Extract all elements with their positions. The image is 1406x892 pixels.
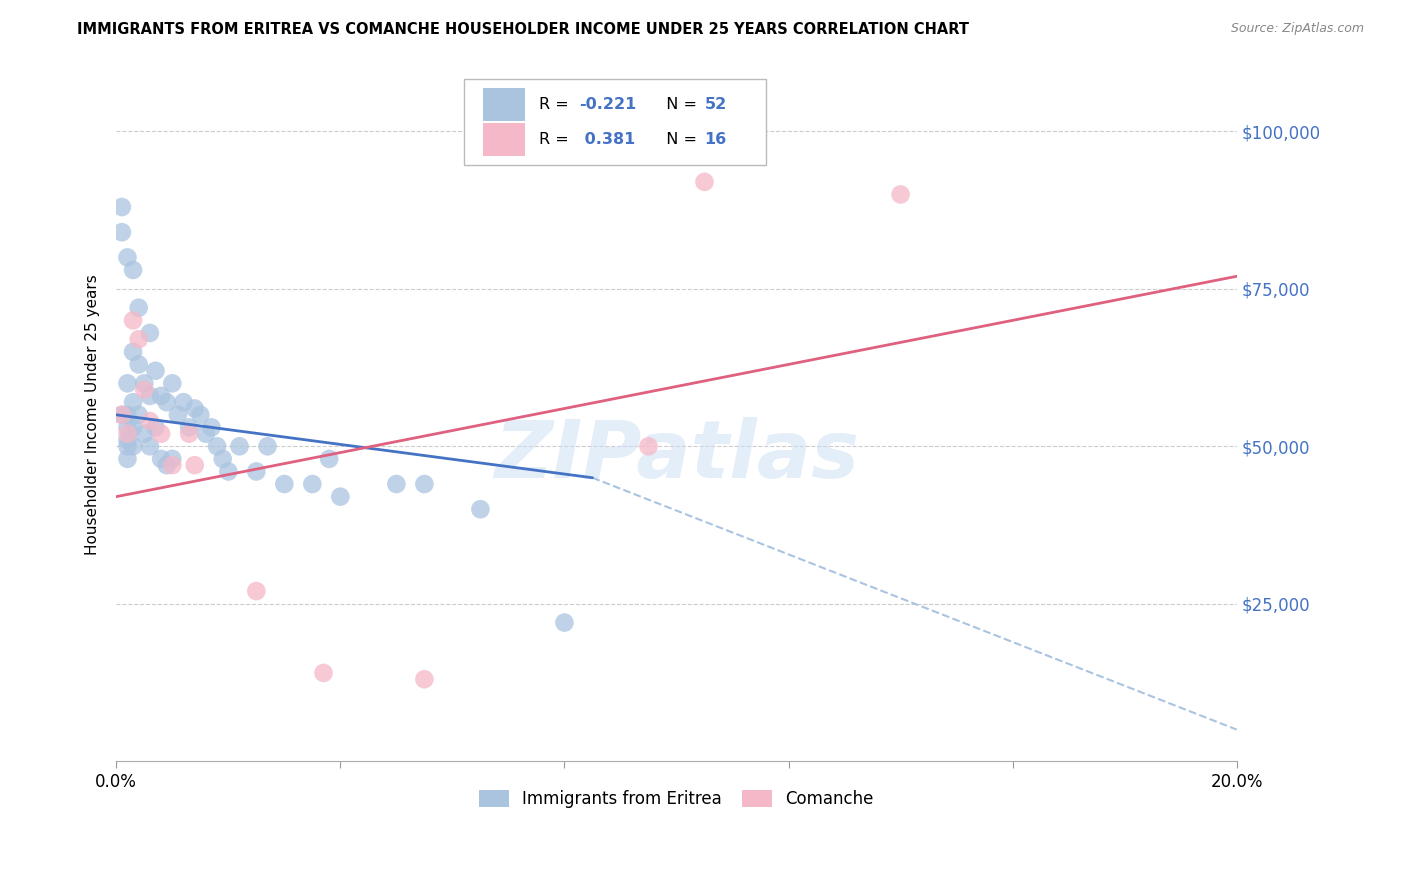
Point [156, 458, 179, 472]
Point [111, 408, 134, 422]
Bar [482, 88, 526, 121]
Point [245, 465, 267, 479]
Point [205, 439, 228, 453]
Point [145, 420, 167, 434]
Point [122, 395, 145, 409]
Y-axis label: Householder Income Under 25 years: Householder Income Under 25 years [86, 275, 100, 555]
Point [117, 426, 139, 441]
Point [134, 376, 156, 391]
Point [122, 313, 145, 327]
Text: IMMIGRANTS FROM ERITREA VS COMANCHE HOUSEHOLDER INCOME UNDER 25 YEARS CORRELATIO: IMMIGRANTS FROM ERITREA VS COMANCHE HOUS… [77, 22, 969, 37]
Point [117, 433, 139, 447]
Point [111, 225, 134, 239]
Point [150, 426, 173, 441]
Text: -0.221: -0.221 [579, 97, 637, 112]
Point [162, 451, 184, 466]
Point [128, 332, 150, 346]
Point [256, 439, 278, 453]
Point [890, 187, 912, 202]
FancyBboxPatch shape [464, 78, 766, 166]
Point [134, 426, 156, 441]
Point [111, 200, 134, 214]
Point [145, 364, 167, 378]
Point [111, 408, 134, 422]
Text: 0.381: 0.381 [579, 132, 636, 147]
Point [177, 420, 200, 434]
Text: R =: R = [538, 97, 574, 112]
Point [183, 401, 205, 416]
Point [217, 465, 239, 479]
Point [139, 439, 162, 453]
Point [162, 376, 184, 391]
Point [117, 376, 139, 391]
Text: Source: ZipAtlas.com: Source: ZipAtlas.com [1230, 22, 1364, 36]
Point [183, 458, 205, 472]
Point [177, 426, 200, 441]
Point [122, 420, 145, 434]
Text: N =: N = [657, 132, 703, 147]
Point [211, 451, 233, 466]
Text: N =: N = [657, 97, 703, 112]
Point [122, 263, 145, 277]
Point [194, 426, 217, 441]
Point [245, 584, 267, 599]
Point [156, 395, 179, 409]
Point [273, 477, 295, 491]
Text: 16: 16 [704, 132, 727, 147]
Point [128, 301, 150, 315]
Point [413, 672, 436, 686]
Point [117, 408, 139, 422]
Point [228, 439, 250, 453]
Point [139, 389, 162, 403]
Point [117, 439, 139, 453]
Point [117, 451, 139, 466]
Point [128, 358, 150, 372]
Text: 52: 52 [704, 97, 727, 112]
Point [128, 408, 150, 422]
Text: R =: R = [538, 132, 574, 147]
Point [385, 477, 408, 491]
Point [122, 439, 145, 453]
Point [173, 395, 195, 409]
Point [188, 408, 211, 422]
Point [139, 326, 162, 340]
Point [693, 175, 716, 189]
Point [117, 420, 139, 434]
Point [553, 615, 575, 630]
Point [150, 389, 173, 403]
Point [329, 490, 352, 504]
Text: ZIPatlas: ZIPatlas [494, 417, 859, 495]
Point [318, 451, 340, 466]
Point [117, 251, 139, 265]
Point [200, 420, 222, 434]
Point [139, 414, 162, 428]
Point [150, 451, 173, 466]
Point [134, 383, 156, 397]
Point [122, 344, 145, 359]
Bar [482, 123, 526, 156]
Point [413, 477, 436, 491]
Point [301, 477, 323, 491]
Legend: Immigrants from Eritrea, Comanche: Immigrants from Eritrea, Comanche [472, 783, 880, 815]
Point [470, 502, 492, 516]
Point [162, 458, 184, 472]
Point [167, 408, 190, 422]
Point [637, 439, 659, 453]
Point [312, 665, 335, 680]
